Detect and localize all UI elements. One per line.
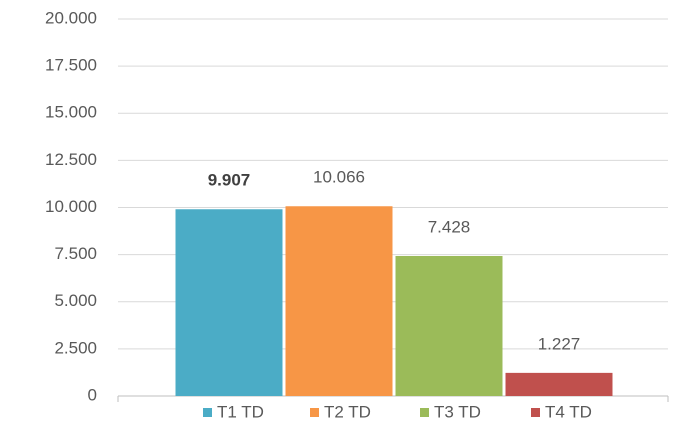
y-tick-label: 2.500: [54, 338, 97, 357]
legend-label: T1 TD: [217, 402, 264, 421]
y-tick-label: 5.000: [54, 291, 97, 310]
data-label: 7.428: [428, 217, 471, 236]
data-label: 9.907: [208, 171, 251, 190]
y-tick-label: 17.500: [45, 56, 97, 75]
y-tick-label: 20.000: [45, 8, 97, 27]
legend-label: T3 TD: [434, 402, 481, 421]
bar: [175, 209, 283, 396]
bar: [285, 206, 393, 396]
y-tick-label: 12.500: [45, 150, 97, 169]
y-tick-label: 7.500: [54, 244, 97, 263]
legend-swatch: [203, 408, 212, 417]
y-tick-label: 15.000: [45, 103, 97, 122]
data-label: 1.227: [538, 334, 581, 353]
y-tick-label: 10.000: [45, 197, 97, 216]
legend-swatch: [310, 408, 319, 417]
bar: [395, 255, 503, 396]
data-label: 10.066: [313, 168, 365, 187]
bar: [505, 372, 613, 396]
legend-label: T2 TD: [324, 402, 371, 421]
legend-swatch: [420, 408, 429, 417]
legend-label: T4 TD: [545, 402, 592, 421]
legend-swatch: [531, 408, 540, 417]
y-tick-label: 0: [88, 385, 97, 404]
